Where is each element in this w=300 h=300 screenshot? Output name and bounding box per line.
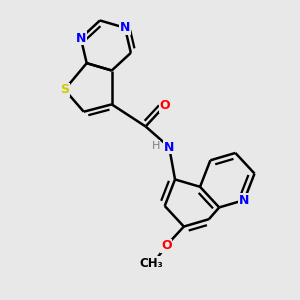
- Text: CH₃: CH₃: [140, 257, 163, 270]
- Text: N: N: [239, 194, 249, 207]
- Text: S: S: [60, 83, 69, 96]
- Text: N: N: [76, 32, 86, 45]
- Text: N: N: [120, 21, 130, 34]
- Text: O: O: [159, 99, 170, 112]
- Text: O: O: [161, 239, 172, 252]
- Text: N: N: [164, 141, 174, 154]
- Text: H: H: [152, 141, 160, 151]
